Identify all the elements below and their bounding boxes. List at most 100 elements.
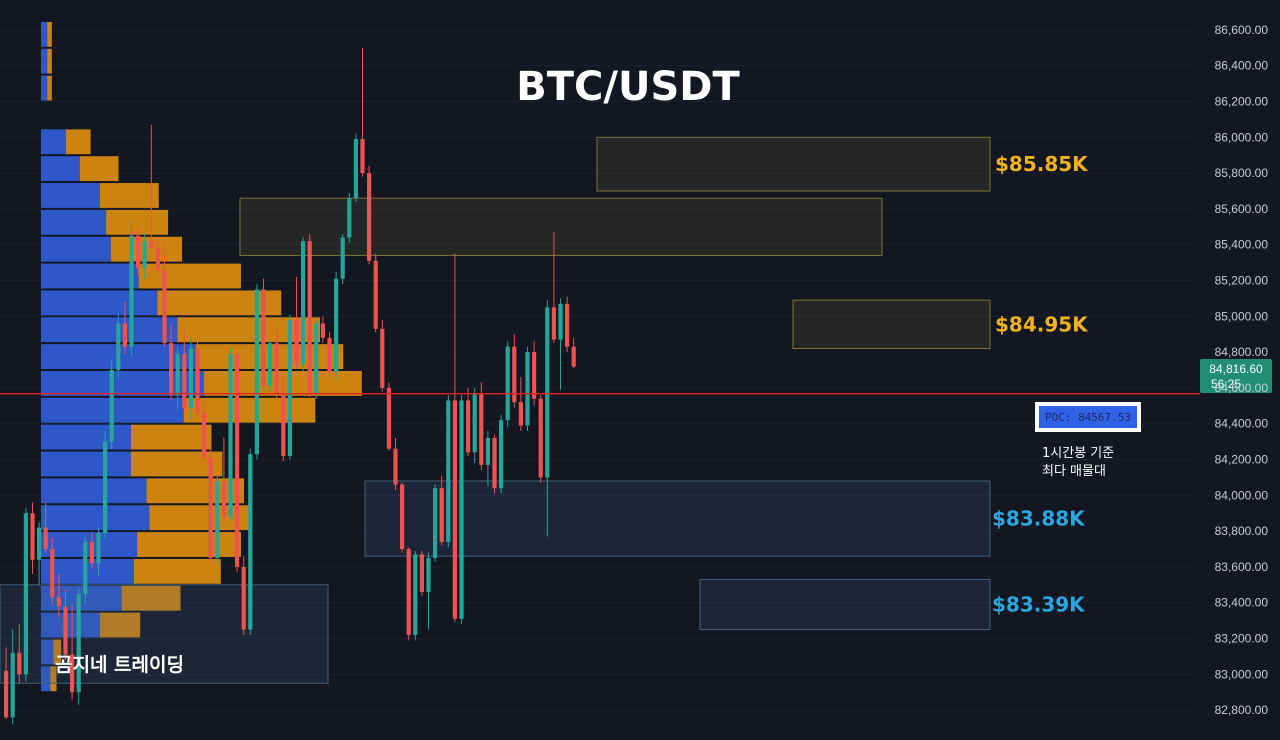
y-tick-label: 85,600.00 — [1215, 202, 1269, 216]
price-zone-box — [596, 136, 991, 192]
candle-body — [314, 323, 319, 394]
profile-buy-bar — [41, 48, 48, 74]
zone-label: $84.95K — [995, 312, 1089, 336]
profile-sell-bar — [99, 612, 141, 638]
candle-body — [479, 393, 484, 465]
chart-title: BTC/USDT — [516, 64, 740, 110]
candle-body — [334, 278, 339, 372]
price-axis[interactable]: 82,800.00 83,000.00 83,200.00 83,400.00 83,6… — [1215, 23, 1269, 717]
candle-body — [518, 402, 523, 426]
candle-body — [386, 387, 391, 449]
y-tick-label: 85,400.00 — [1215, 238, 1269, 252]
candle-body — [63, 606, 68, 655]
candle-body — [136, 235, 141, 268]
candle-body — [76, 593, 81, 693]
candle-body — [241, 566, 246, 630]
candle-body — [50, 549, 55, 598]
last-price-tag[interactable] — [1200, 359, 1272, 394]
profile-buy-bar — [41, 505, 150, 531]
y-tick-label: 85,000.00 — [1215, 309, 1269, 323]
candle-body — [23, 513, 28, 675]
candle-body — [83, 541, 88, 594]
candle-body — [380, 328, 385, 388]
candle-body — [175, 353, 180, 396]
candle-body — [10, 652, 15, 718]
candle-body — [56, 597, 61, 607]
candle-body — [419, 554, 424, 592]
candle-body — [261, 289, 266, 387]
candle-body — [221, 480, 226, 517]
price-zone-box — [699, 578, 991, 631]
profile-sell-bar — [47, 21, 52, 47]
price-zone-box — [792, 299, 991, 350]
candle-body — [367, 173, 372, 261]
profile-buy-bar — [41, 263, 139, 289]
candle-body — [459, 400, 464, 619]
y-tick-label: 83,800.00 — [1215, 524, 1269, 538]
y-tick-label: 86,600.00 — [1215, 23, 1269, 37]
candle-body — [149, 241, 154, 249]
candle-body — [202, 412, 207, 458]
candle-body — [499, 420, 504, 489]
profile-buy-bar — [41, 612, 100, 638]
candle-body — [439, 488, 444, 542]
candle-body — [30, 513, 35, 560]
candle-body — [294, 319, 299, 365]
candle-body — [446, 400, 451, 542]
profile-buy-bar — [41, 478, 147, 504]
candle-body — [215, 480, 220, 558]
candle-body — [162, 269, 167, 344]
candle-body — [274, 343, 279, 396]
y-tick-label: 85,800.00 — [1215, 166, 1269, 180]
last-price-value: 84,816.60 — [1209, 362, 1263, 376]
candle-body — [116, 323, 121, 370]
y-tick-label: 85,200.00 — [1215, 274, 1269, 288]
candle-body — [155, 248, 160, 270]
profile-buy-bar — [41, 451, 131, 477]
profile-sell-bar — [106, 209, 169, 235]
candle-body — [103, 441, 108, 533]
candle-body — [426, 557, 431, 592]
profile-buy-bar — [41, 532, 138, 557]
poc-note-line1: 1시간봉 기준 — [1042, 446, 1114, 461]
candle-body — [373, 260, 378, 329]
profile-sell-bar — [50, 666, 57, 692]
candle-body — [301, 241, 306, 365]
profile-sell-bar — [99, 183, 159, 208]
candle-body — [208, 457, 213, 558]
candle-body — [492, 438, 497, 489]
candle-body — [538, 398, 543, 478]
profile-sell-bar — [137, 532, 241, 557]
profile-sell-bar — [53, 639, 62, 665]
candle-body — [4, 670, 9, 718]
y-tick-label: 83,200.00 — [1215, 632, 1269, 646]
y-tick-label: 86,200.00 — [1215, 95, 1269, 109]
profile-sell-bar — [138, 263, 241, 289]
candle-body — [485, 438, 490, 465]
y-tick-label: 84,200.00 — [1215, 453, 1269, 467]
candle-body — [43, 527, 48, 549]
candle-body — [235, 353, 240, 567]
candle-body — [89, 541, 94, 564]
profile-buy-bar — [41, 156, 80, 182]
candle-body — [406, 549, 411, 635]
profile-buy-bar — [41, 558, 134, 584]
profile-sell-bar — [149, 505, 249, 531]
poc-label: POC: 84567.53 — [1045, 411, 1131, 424]
candle-body — [525, 352, 530, 426]
candle-body — [320, 323, 325, 338]
candle-body — [254, 289, 259, 455]
candle-body — [340, 237, 345, 279]
profile-buy-bar — [41, 183, 100, 208]
profile-buy-bar — [41, 129, 66, 155]
candle-body — [327, 337, 332, 372]
candle-body — [433, 488, 438, 558]
profile-sell-bar — [79, 156, 119, 182]
poc-label-box — [1039, 406, 1137, 428]
candle-body — [353, 139, 358, 199]
candle-body — [195, 348, 200, 413]
price-zones: $85.85K $84.95K $83.88K $83.39K — [0, 136, 1089, 684]
profile-buy-bar — [41, 209, 107, 235]
